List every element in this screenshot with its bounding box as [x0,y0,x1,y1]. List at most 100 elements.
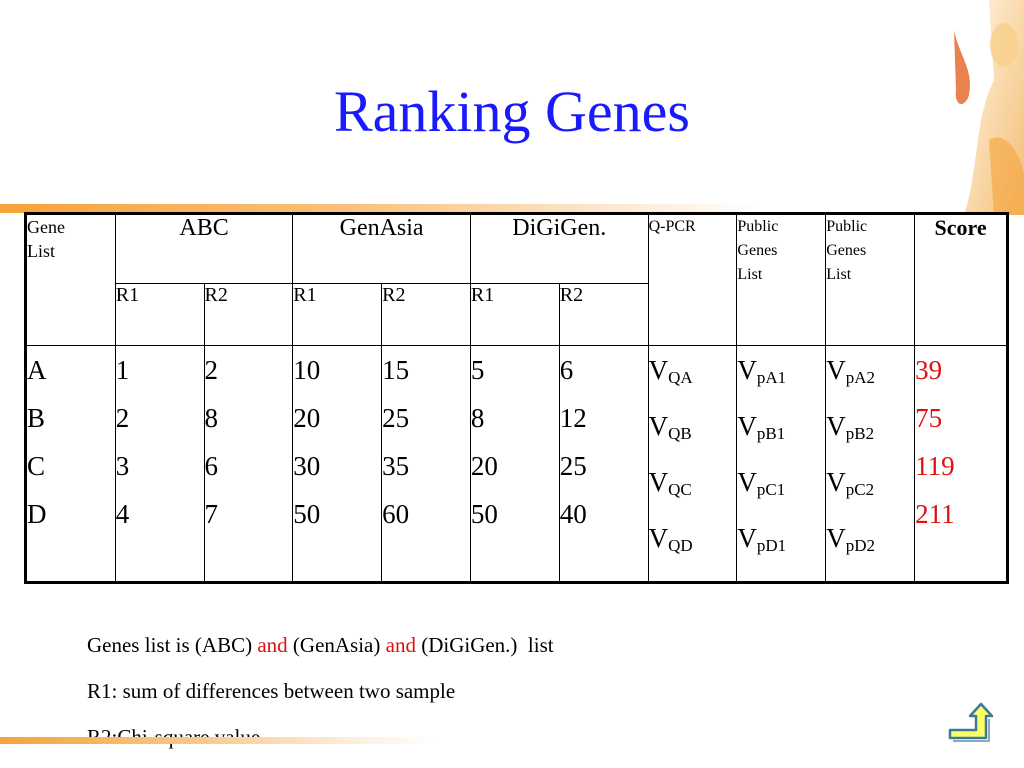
value-cell: 5 [470,355,485,385]
qpcr-cell: VQD [649,514,737,570]
header-public2-line1: Public [826,218,868,235]
value-cell: 20 [293,403,321,433]
var-subscript: pC2 [845,480,875,499]
header-qpcr: Q-PCR [647,213,738,346]
header-gene-list-line1: Gene [27,217,65,237]
var-base: V [648,355,669,385]
value-cell: 1 [115,355,130,385]
value-cell: 50 [470,499,498,529]
public2-cell: VpB2 [826,402,914,458]
public1-cell: VpA1 [737,346,825,402]
gene-ranking-table: Gene List ABC GenAsia DiGiGen. Q-PCR Pub… [24,212,1009,584]
title-divider-bar [0,204,760,213]
var-subscript: pD1 [756,536,787,555]
var-subscript: pB2 [845,424,875,443]
value-cell: 25 [382,403,410,433]
header-public1-line3: List [737,266,763,283]
var-subscript: pA2 [845,368,876,387]
header-public-genes-list-1: Public Genes List [736,213,827,346]
var-subscript: pB1 [756,424,786,443]
header-public2-line3: List [826,266,852,283]
value-cell: 25 [559,451,587,481]
var-base: V [737,355,757,385]
gene-cell: B [27,403,46,433]
value-cell: 6 [559,355,574,385]
public2-cell: VpC2 [826,458,914,514]
notes: Genes list is (ABC) and (GenAsia) and (D… [87,622,554,760]
gene-cell: C [27,451,46,481]
note-line-1: Genes list is (ABC) and (GenAsia) and (D… [87,622,554,668]
score-cell: 211 [915,499,955,529]
return-arrow-icon[interactable] [946,700,998,742]
col-genasia-r2: 15 25 35 60 [381,345,471,583]
var-subscript: QA [668,368,693,387]
var-subscript: QD [668,536,693,555]
col-abc-r1: 1 2 3 4 [114,345,205,583]
var-base: V [826,523,846,553]
var-subscript: QC [668,480,692,499]
value-cell: 4 [115,499,130,529]
header-public-genes-list-2: Public Genes List [825,213,916,346]
col-abc-r2: 2 8 6 7 [203,345,294,583]
col-genasia-r1: 10 20 30 50 [292,345,383,583]
value-cell: 7 [204,499,219,529]
footer-accent-bar [0,737,440,744]
score-cell: 39 [915,355,943,385]
note-text: (DiGiGen.) list [415,633,554,657]
header-genasia: GenAsia [292,213,471,284]
var-base: V [648,467,669,497]
public1-cell: VpC1 [737,458,825,514]
var-subscript: pC1 [756,480,786,499]
header-score: Score [914,213,1008,346]
gene-cell: D [27,499,47,529]
var-subscript: QB [668,424,692,443]
header-gene-list: Gene List [25,213,116,346]
value-cell: 35 [382,451,410,481]
note-text: (GenAsia) [287,633,386,657]
value-cell: 8 [470,403,485,433]
var-base: V [826,467,846,497]
note-and-highlight: and [385,633,416,657]
var-base: V [648,523,669,553]
slide-title: Ranking Genes [334,79,690,144]
public2-cell: VpD2 [826,514,914,570]
header-public2-line2: Genes [826,242,867,259]
qpcr-cell: VQC [649,458,737,514]
public1-cell: VpB1 [737,402,825,458]
value-cell: 50 [293,499,321,529]
value-cell: 2 [204,355,219,385]
note-text: Genes list is (ABC) [87,633,258,657]
header-public1-line1: Public [737,218,779,235]
subheader-digigen-r1: R1 [469,283,560,346]
var-base: V [648,411,669,441]
score-cell: 119 [915,451,955,481]
value-cell: 60 [382,499,410,529]
value-cell: 20 [470,451,498,481]
value-cell: 40 [559,499,587,529]
value-cell: 10 [293,355,321,385]
var-base: V [737,467,757,497]
value-cell: 30 [293,451,321,481]
qpcr-cell: VQB [649,402,737,458]
subheader-genasia-r2: R2 [381,283,471,346]
qpcr-cell: VQA [649,346,737,402]
col-digigen-r2: 6 12 25 40 [558,345,649,583]
col-qpcr: VQA VQB VQC VQD [647,345,738,583]
col-public-2: VpA2 VpB2 VpC2 VpD2 [825,345,916,583]
value-cell: 8 [204,403,219,433]
value-cell: 2 [115,403,130,433]
header-abc: ABC [114,213,294,284]
col-genes: A B C D [25,345,116,583]
corner-decoration [934,0,1024,215]
subheader-digigen-r2: R2 [558,283,649,346]
var-subscript: pA1 [756,368,787,387]
var-base: V [826,411,846,441]
subheader-genasia-r1: R1 [292,283,383,346]
header-digigen: DiGiGen. [469,213,649,284]
value-cell: 3 [115,451,130,481]
note-and-highlight: and [257,633,288,657]
gene-cell: A [27,355,47,385]
note-line-2: R1: sum of differences between two sampl… [87,679,456,703]
public2-cell: VpA2 [826,346,914,402]
value-cell: 12 [559,403,587,433]
